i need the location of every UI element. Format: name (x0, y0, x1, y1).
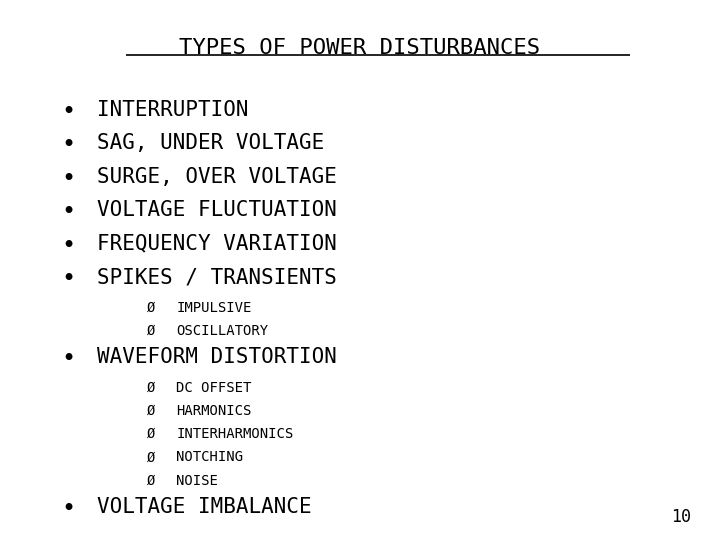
Text: OSCILLATORY: OSCILLATORY (176, 324, 269, 338)
Text: •: • (61, 100, 76, 124)
Text: •: • (61, 133, 76, 157)
Text: SURGE, OVER VOLTAGE: SURGE, OVER VOLTAGE (97, 167, 337, 187)
Text: •: • (61, 200, 76, 224)
Text: Ø: Ø (147, 404, 156, 418)
Text: Ø: Ø (147, 450, 156, 464)
Text: Ø: Ø (147, 301, 156, 315)
Text: NOISE: NOISE (176, 474, 218, 488)
Text: DC OFFSET: DC OFFSET (176, 381, 252, 395)
Text: •: • (61, 234, 76, 258)
Text: SAG, UNDER VOLTAGE: SAG, UNDER VOLTAGE (97, 133, 325, 153)
Text: •: • (61, 497, 76, 521)
Text: •: • (61, 347, 76, 371)
Text: WAVEFORM DISTORTION: WAVEFORM DISTORTION (97, 347, 337, 367)
Text: •: • (61, 167, 76, 191)
Text: HARMONICS: HARMONICS (176, 404, 252, 418)
Text: TYPES OF POWER DISTURBANCES: TYPES OF POWER DISTURBANCES (179, 38, 541, 58)
Text: Ø: Ø (147, 427, 156, 441)
Text: VOLTAGE IMBALANCE: VOLTAGE IMBALANCE (97, 497, 312, 517)
Text: 10: 10 (671, 509, 691, 526)
Text: SPIKES / TRANSIENTS: SPIKES / TRANSIENTS (97, 267, 337, 287)
Text: Ø: Ø (147, 324, 156, 338)
Text: Ø: Ø (147, 381, 156, 395)
Text: FREQUENCY VARIATION: FREQUENCY VARIATION (97, 234, 337, 254)
Text: IMPULSIVE: IMPULSIVE (176, 301, 252, 315)
Text: •: • (61, 267, 76, 291)
Text: Ø: Ø (147, 474, 156, 488)
Text: NOTCHING: NOTCHING (176, 450, 243, 464)
Text: VOLTAGE FLUCTUATION: VOLTAGE FLUCTUATION (97, 200, 337, 220)
Text: INTERHARMONICS: INTERHARMONICS (176, 427, 294, 441)
Text: INTERRUPTION: INTERRUPTION (97, 100, 248, 120)
